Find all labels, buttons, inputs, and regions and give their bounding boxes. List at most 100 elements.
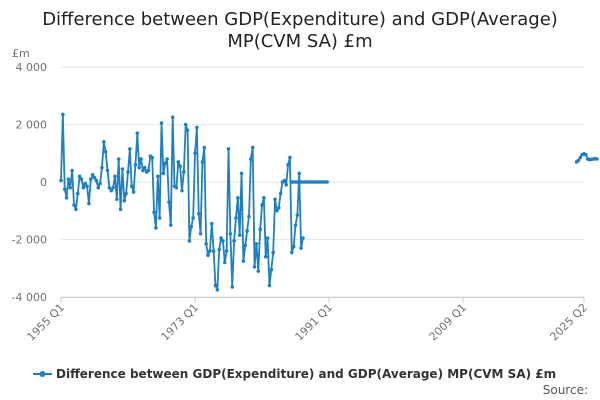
- data-point[interactable]: [269, 267, 274, 272]
- data-point[interactable]: [66, 177, 71, 181]
- data-point[interactable]: [161, 171, 166, 176]
- data-point[interactable]: [174, 185, 179, 190]
- data-point[interactable]: [87, 201, 91, 206]
- data-point[interactable]: [64, 196, 69, 200]
- data-point[interactable]: [291, 244, 296, 249]
- data-point[interactable]: [72, 203, 76, 207]
- data-point[interactable]: [219, 236, 223, 240]
- data-point[interactable]: [282, 178, 287, 183]
- data-point[interactable]: [79, 177, 84, 181]
- data-point[interactable]: [234, 216, 238, 220]
- data-point[interactable]: [187, 239, 192, 243]
- data-point[interactable]: [263, 254, 268, 259]
- data-point[interactable]: [59, 178, 63, 183]
- data-point[interactable]: [94, 178, 99, 183]
- data-point[interactable]: [578, 155, 583, 160]
- data-point[interactable]: [139, 157, 143, 161]
- data-point[interactable]: [116, 157, 121, 161]
- data-point[interactable]: [96, 185, 101, 190]
- data-point[interactable]: [128, 147, 132, 151]
- data-point[interactable]: [265, 236, 270, 240]
- data-point[interactable]: [92, 175, 97, 180]
- data-point[interactable]: [288, 155, 292, 160]
- data-point[interactable]: [61, 112, 65, 117]
- data-point[interactable]: [81, 185, 86, 190]
- data-point[interactable]: [284, 183, 289, 187]
- data-point[interactable]: [74, 207, 78, 212]
- data-point[interactable]: [152, 210, 156, 214]
- data-point[interactable]: [584, 152, 588, 157]
- data-point[interactable]: [252, 265, 257, 269]
- data-point[interactable]: [124, 191, 128, 196]
- data-point[interactable]: [115, 197, 119, 202]
- data-point[interactable]: [169, 223, 173, 227]
- data-point[interactable]: [260, 203, 264, 207]
- data-point[interactable]: [271, 250, 275, 255]
- data-point[interactable]: [576, 158, 581, 163]
- data-point[interactable]: [191, 216, 195, 220]
- data-point[interactable]: [83, 181, 87, 186]
- data-point[interactable]: [276, 206, 281, 210]
- data-point[interactable]: [183, 122, 188, 127]
- data-point[interactable]: [237, 233, 242, 237]
- data-point[interactable]: [131, 190, 136, 194]
- data-point[interactable]: [208, 249, 212, 253]
- data-point[interactable]: [126, 170, 130, 174]
- data-point[interactable]: [193, 151, 197, 156]
- data-point[interactable]: [150, 155, 154, 160]
- data-point[interactable]: [213, 283, 218, 288]
- data-point[interactable]: [167, 200, 171, 204]
- data-point[interactable]: [189, 224, 194, 229]
- data-point[interactable]: [249, 157, 253, 161]
- data-point[interactable]: [254, 242, 259, 246]
- data-point[interactable]: [295, 213, 300, 217]
- data-point[interactable]: [88, 177, 93, 181]
- data-point[interactable]: [286, 162, 290, 167]
- data-point[interactable]: [70, 168, 74, 173]
- data-point[interactable]: [180, 188, 184, 193]
- data-point[interactable]: [178, 164, 182, 168]
- data-point[interactable]: [258, 227, 262, 232]
- data-point[interactable]: [247, 214, 251, 219]
- data-point[interactable]: [198, 231, 203, 236]
- data-point[interactable]: [62, 187, 67, 191]
- data-point[interactable]: [215, 288, 220, 292]
- data-point[interactable]: [85, 184, 89, 189]
- data-point[interactable]: [182, 170, 186, 174]
- data-point[interactable]: [100, 165, 104, 170]
- data-point[interactable]: [209, 221, 214, 226]
- data-point[interactable]: [155, 174, 160, 179]
- data-point[interactable]: [135, 131, 140, 135]
- data-point[interactable]: [217, 247, 221, 252]
- data-point[interactable]: [299, 246, 303, 250]
- data-point[interactable]: [118, 207, 123, 212]
- data-point[interactable]: [243, 243, 248, 248]
- data-point[interactable]: [221, 239, 225, 243]
- data-point[interactable]: [226, 147, 231, 151]
- data-point[interactable]: [141, 168, 145, 173]
- data-point[interactable]: [159, 121, 164, 125]
- data-point[interactable]: [120, 167, 125, 171]
- data-point[interactable]: [133, 162, 138, 167]
- data-point[interactable]: [241, 259, 246, 263]
- data-point[interactable]: [170, 115, 175, 120]
- data-point[interactable]: [195, 125, 199, 130]
- data-point[interactable]: [245, 229, 249, 233]
- data-point[interactable]: [107, 185, 112, 190]
- data-point[interactable]: [200, 160, 205, 164]
- data-point[interactable]: [297, 171, 302, 176]
- data-point[interactable]: [325, 180, 329, 184]
- data-point[interactable]: [165, 157, 169, 161]
- data-point[interactable]: [98, 181, 102, 186]
- data-point[interactable]: [202, 145, 207, 150]
- data-point[interactable]: [206, 253, 210, 258]
- data-point[interactable]: [239, 171, 244, 176]
- data-point[interactable]: [256, 269, 261, 273]
- data-point[interactable]: [273, 197, 277, 202]
- data-point[interactable]: [103, 150, 108, 154]
- data-point[interactable]: [157, 216, 162, 220]
- data-point[interactable]: [68, 185, 73, 190]
- data-point[interactable]: [278, 191, 283, 196]
- data-point[interactable]: [111, 185, 115, 190]
- data-point[interactable]: [102, 139, 106, 144]
